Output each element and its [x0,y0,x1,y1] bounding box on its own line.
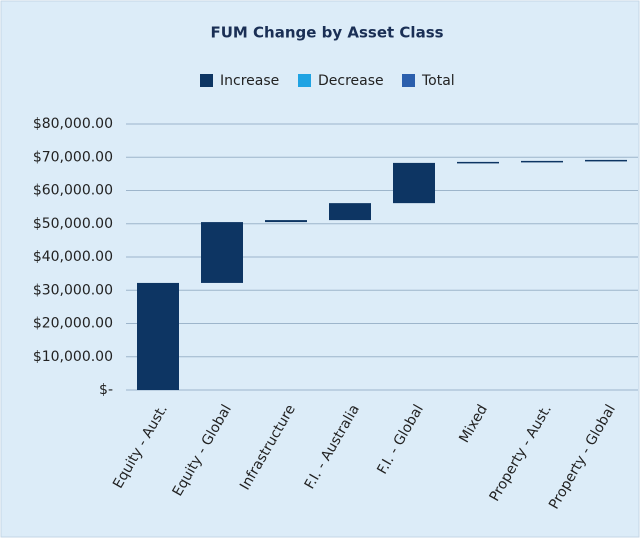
bar [329,203,371,221]
bar [265,220,307,223]
y-tick-label: $30,000.00 [33,282,113,298]
bar [585,159,627,162]
chart-title: FUM Change by Asset Class [210,24,443,42]
y-tick-label: $10,000.00 [33,349,113,365]
legend-label: Increase [220,73,279,89]
y-tick-label: $20,000.00 [33,316,113,332]
legend-swatch [402,74,415,87]
y-tick-label: $80,000.00 [33,116,113,132]
bar [201,222,243,283]
y-tick-label: $50,000.00 [33,216,113,232]
bar [521,160,563,163]
y-tick-label: $70,000.00 [33,149,113,165]
bar [137,282,179,390]
legend-label: Decrease [318,73,384,89]
legend-label: Total [421,73,455,89]
legend-swatch [298,74,311,87]
y-tick-label: $- [99,382,113,398]
y-tick-label: $40,000.00 [33,249,113,265]
bar [393,162,435,204]
legend-swatch [200,74,213,87]
y-tick-label: $60,000.00 [33,183,113,199]
bar [457,161,499,164]
